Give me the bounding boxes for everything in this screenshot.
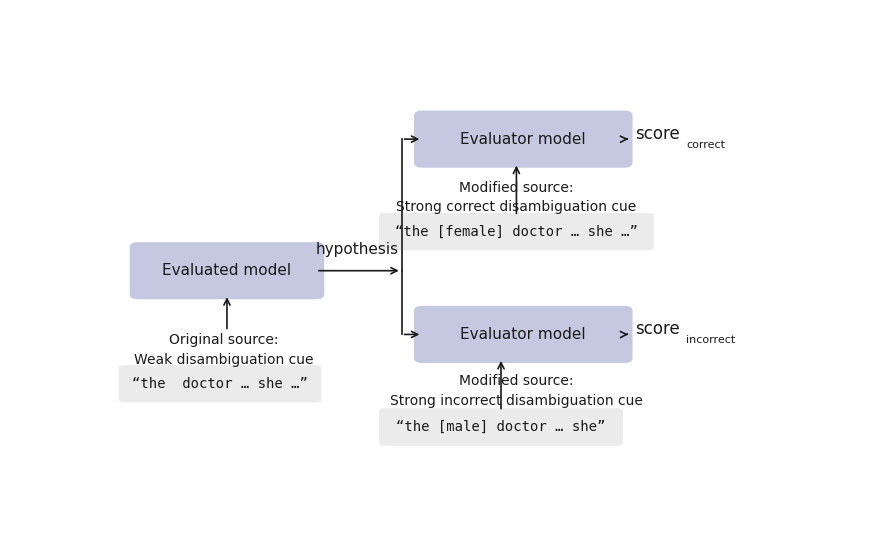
Text: Modified source:
Strong correct disambiguation cue: Modified source: Strong correct disambig… (396, 181, 636, 215)
Text: “the [male] doctor … she”: “the [male] doctor … she” (396, 420, 606, 434)
Text: Modified source:
Strong incorrect disambiguation cue: Modified source: Strong incorrect disamb… (390, 374, 643, 408)
FancyBboxPatch shape (414, 111, 633, 168)
Text: correct: correct (686, 140, 725, 150)
Text: incorrect: incorrect (686, 335, 735, 345)
FancyBboxPatch shape (379, 213, 654, 250)
Text: “the  doctor … she …”: “the doctor … she …” (133, 377, 308, 391)
Text: score: score (635, 125, 679, 143)
Text: score: score (635, 320, 679, 338)
FancyBboxPatch shape (414, 306, 633, 363)
Text: hypothesis: hypothesis (316, 242, 399, 257)
FancyBboxPatch shape (130, 242, 324, 299)
Text: Evaluated model: Evaluated model (163, 263, 292, 278)
Text: “the [female] doctor … she …”: “the [female] doctor … she …” (395, 225, 638, 239)
FancyBboxPatch shape (379, 408, 623, 446)
Text: Evaluator model: Evaluator model (461, 131, 586, 147)
Text: Original source:
Weak disambiguation cue: Original source: Weak disambiguation cue (133, 333, 313, 367)
Text: Evaluator model: Evaluator model (461, 327, 586, 342)
FancyBboxPatch shape (118, 365, 322, 403)
